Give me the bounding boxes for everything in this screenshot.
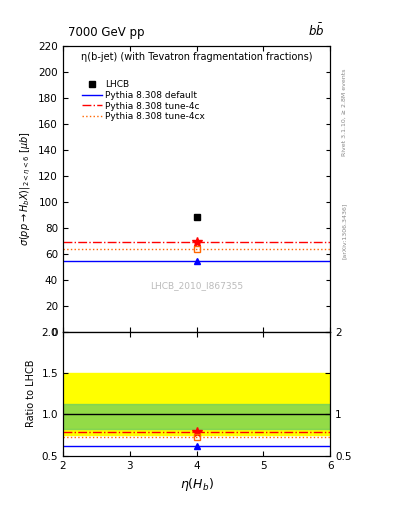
Text: [arXiv:1306.3436]: [arXiv:1306.3436]: [342, 202, 346, 259]
Text: η(b-jet) (with Tevatron fragmentation fractions): η(b-jet) (with Tevatron fragmentation fr…: [81, 52, 312, 62]
Y-axis label: $\sigma(pp \rightarrow H_b X)|_{2<\eta<6}\ [\mu b]$: $\sigma(pp \rightarrow H_b X)|_{2<\eta<6…: [18, 132, 33, 246]
Text: 7000 GeV pp: 7000 GeV pp: [68, 26, 145, 39]
Text: $b\bar{b}$: $b\bar{b}$: [309, 23, 325, 39]
X-axis label: $\eta(H_b)$: $\eta(H_b)$: [180, 476, 213, 493]
Text: LHCB_2010_I867355: LHCB_2010_I867355: [150, 282, 243, 290]
Text: Rivet 3.1.10, ≥ 2.8M events: Rivet 3.1.10, ≥ 2.8M events: [342, 69, 346, 156]
Y-axis label: Ratio to LHCB: Ratio to LHCB: [26, 360, 36, 428]
Legend: LHCB, Pythia 8.308 default, Pythia 8.308 tune-4c, Pythia 8.308 tune-4cx: LHCB, Pythia 8.308 default, Pythia 8.308…: [78, 76, 209, 125]
